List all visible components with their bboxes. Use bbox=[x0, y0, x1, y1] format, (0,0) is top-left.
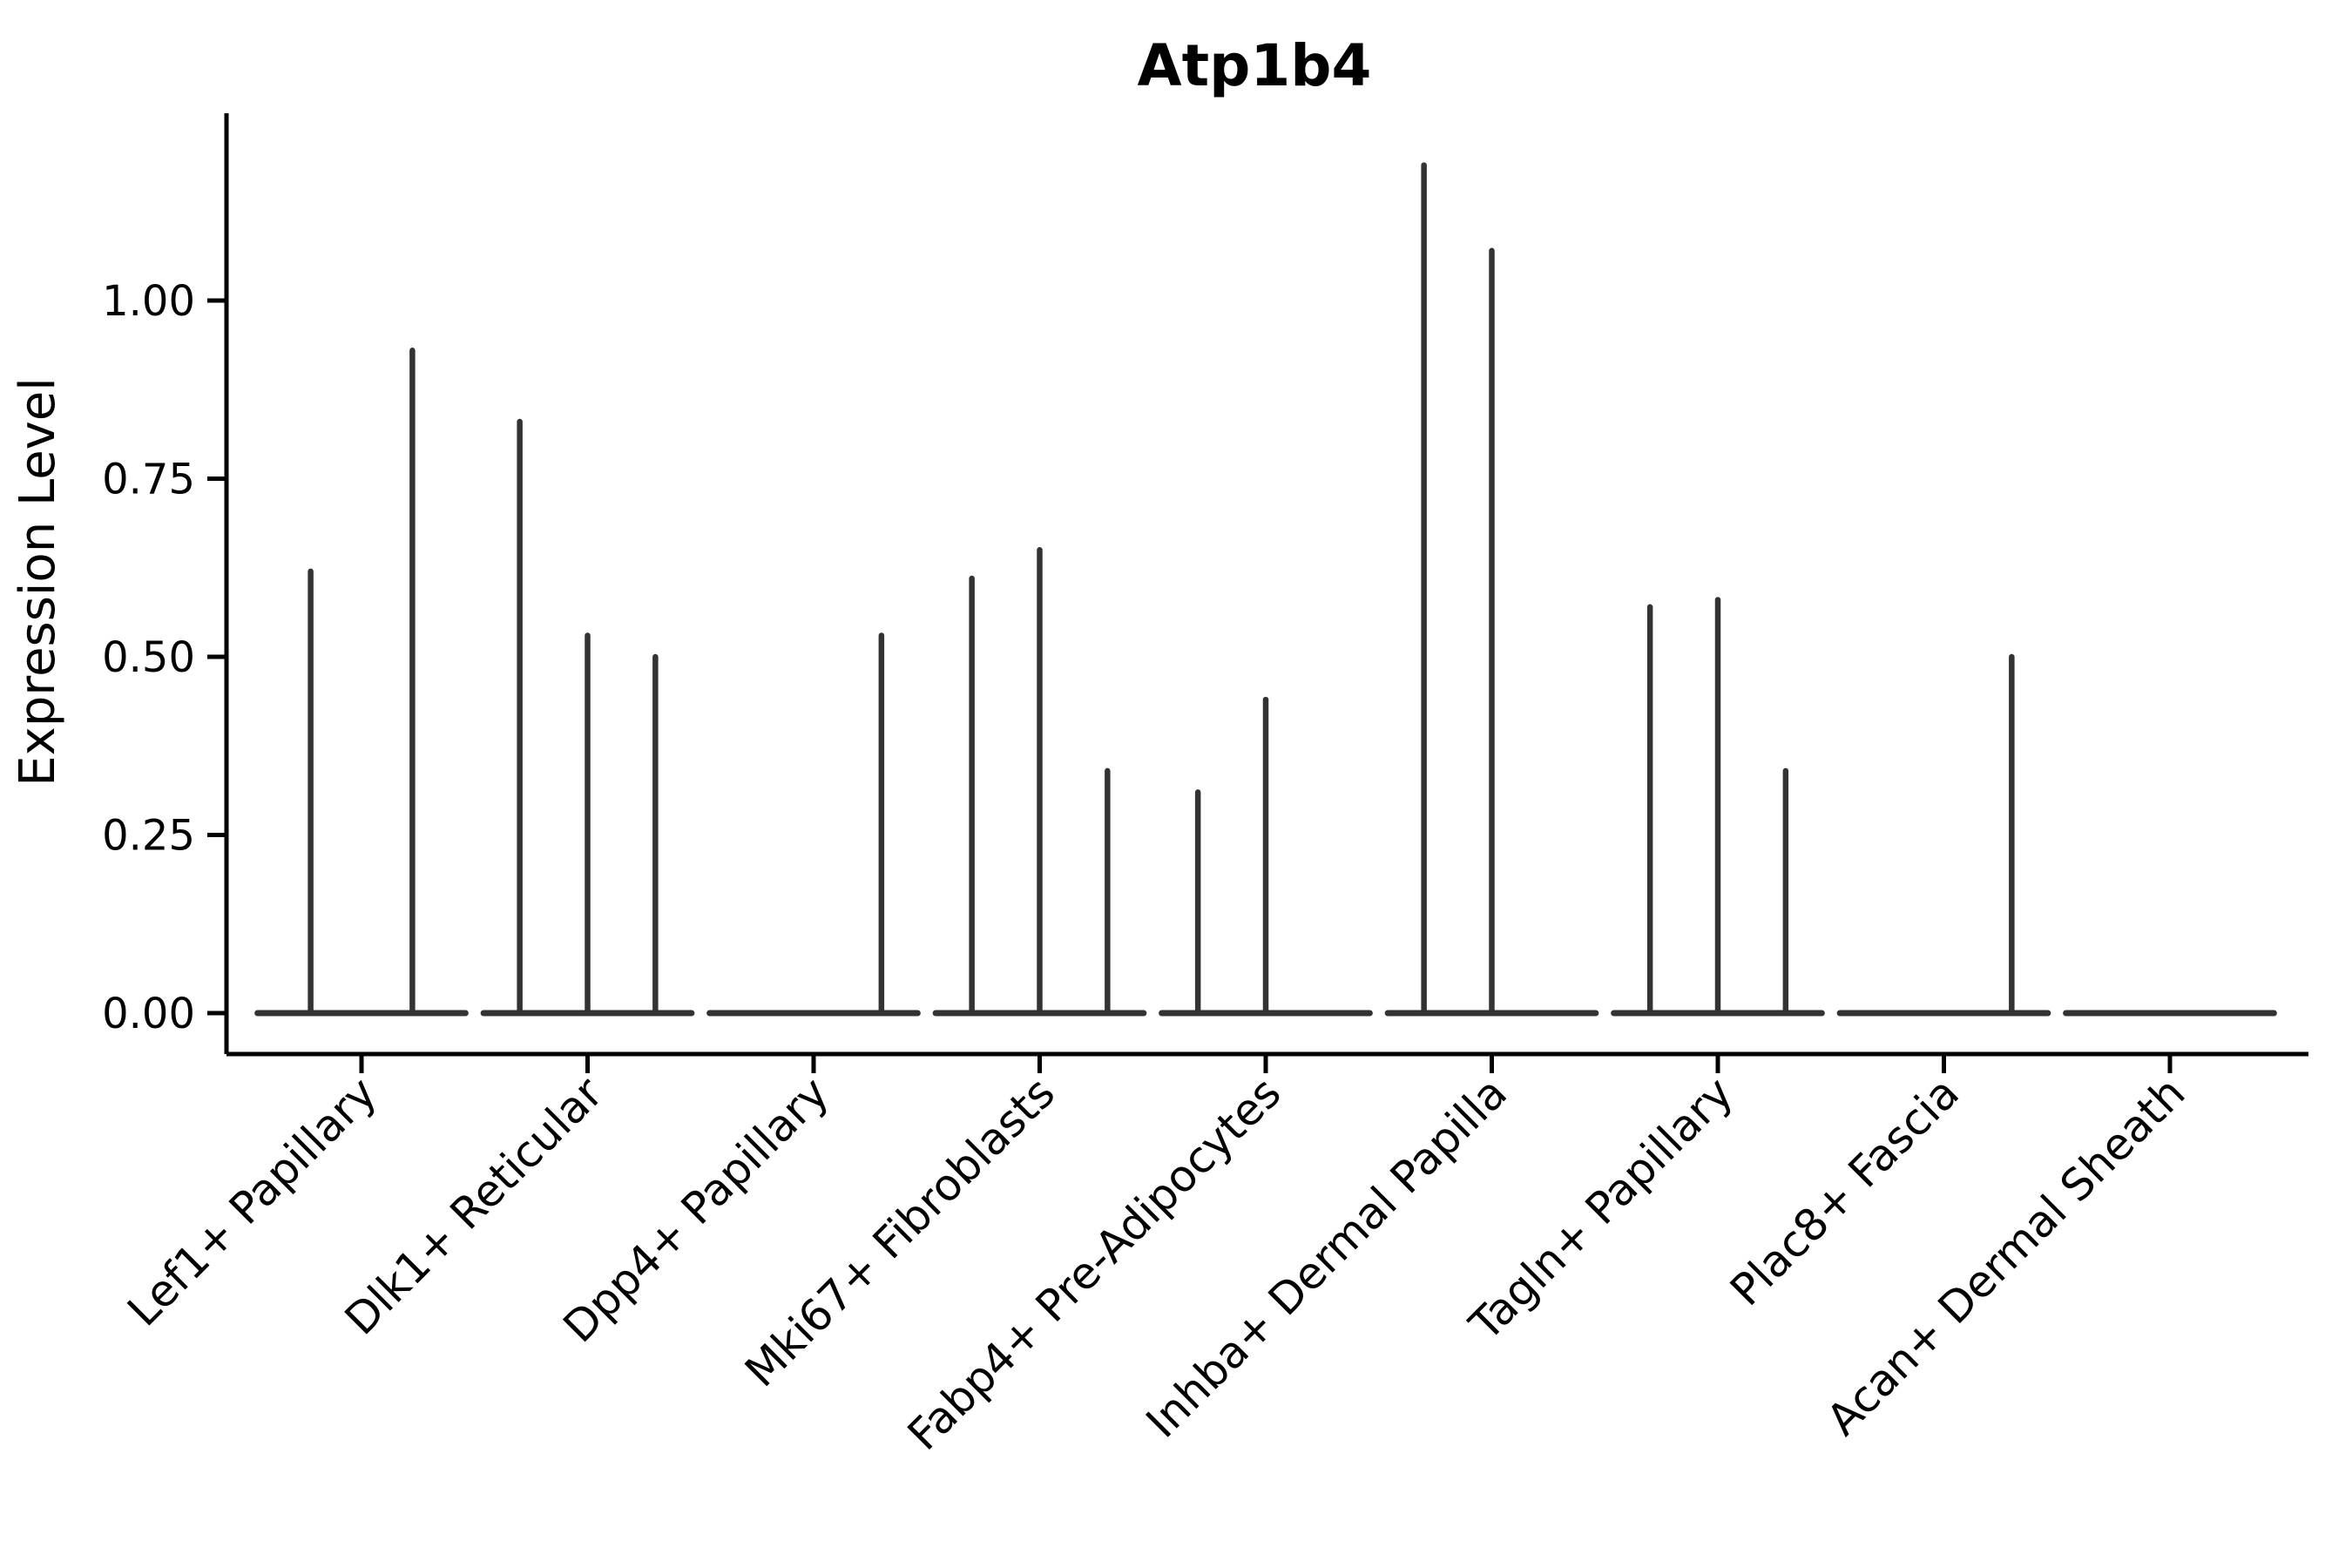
violins-layer bbox=[254, 162, 2277, 1017]
violin-group bbox=[932, 547, 1147, 1017]
y-tick-label: 0.50 bbox=[102, 633, 195, 682]
y-axis-label: Expression Level bbox=[10, 377, 66, 787]
violin-group bbox=[706, 632, 921, 1017]
y-tick-label: 0.25 bbox=[102, 812, 195, 861]
violin-group bbox=[254, 348, 469, 1017]
x-tick-label: Fabp4+ Pre-Adipocytes bbox=[898, 1067, 1291, 1460]
y-tick-label: 0.75 bbox=[102, 456, 195, 504]
y-tick-label: 1.00 bbox=[102, 277, 195, 326]
violin-group bbox=[1836, 653, 2051, 1017]
x-tick-label: Inhba+ Dermal Papilla bbox=[1137, 1067, 1517, 1447]
x-tick-label: Lef1+ Papillary bbox=[118, 1067, 386, 1335]
chart-title: Atp1b4 bbox=[1138, 32, 1372, 99]
violin-group bbox=[1384, 162, 1599, 1017]
violin-group bbox=[480, 418, 695, 1017]
violin-group bbox=[1159, 696, 1373, 1017]
y-tick-label: 0.00 bbox=[102, 990, 195, 1038]
violin-group bbox=[1611, 597, 1825, 1017]
x-tick-label: Acan+ Dermal Sheath bbox=[1817, 1067, 2195, 1445]
x-tick-label: Plac8+ Fascia bbox=[1720, 1067, 1969, 1315]
